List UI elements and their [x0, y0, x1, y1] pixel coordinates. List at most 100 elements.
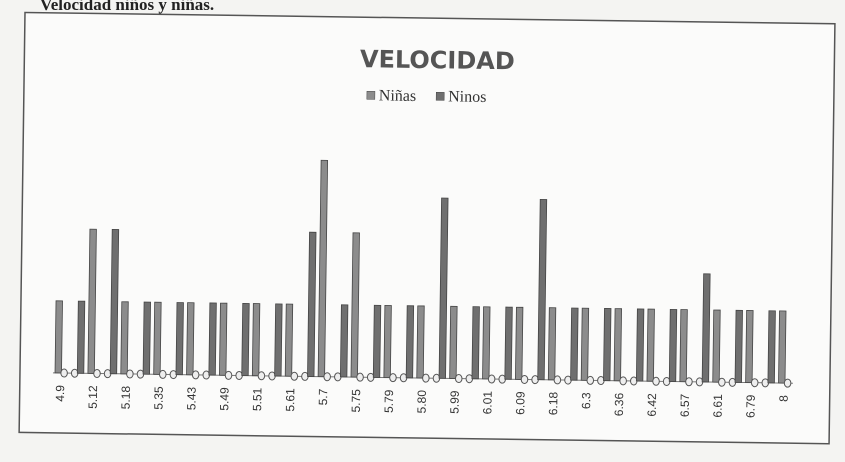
bar	[783, 378, 792, 388]
bar	[515, 306, 524, 380]
bar	[350, 232, 360, 378]
bar	[580, 307, 590, 381]
legend-swatch	[366, 90, 376, 100]
bar	[383, 304, 392, 379]
bar	[416, 305, 425, 379]
bar	[126, 369, 134, 379]
x-tick-label: 5.80	[415, 390, 429, 414]
x-tick-label: 5.35	[152, 386, 166, 410]
x-tick-label: 5.79	[382, 389, 396, 413]
bar	[679, 309, 688, 383]
bar	[504, 306, 513, 380]
x-tick-label: 6.09	[513, 391, 527, 415]
legend-swatch	[435, 91, 445, 101]
bar	[778, 310, 787, 384]
bar	[339, 304, 349, 378]
bar	[520, 374, 529, 384]
bar	[471, 306, 480, 380]
chart-title: VELOCIDAD	[360, 45, 515, 75]
x-tick-label: 5.75	[349, 389, 363, 413]
x-tick-label: 6.18	[546, 391, 560, 415]
bar	[603, 308, 612, 382]
x-tick-label: 5.99	[447, 390, 461, 414]
bar	[241, 303, 250, 377]
bar	[586, 375, 595, 385]
bar	[251, 303, 261, 377]
x-tick-label: 5.61	[283, 388, 297, 412]
bar	[284, 303, 294, 377]
bar	[54, 300, 63, 374]
legend-label: Niñas	[379, 87, 417, 105]
bar	[307, 231, 317, 377]
caption: Velocidad niños y niñas.	[40, 0, 214, 14]
bar	[93, 369, 101, 379]
bar	[553, 375, 562, 385]
x-tick-label: 6.57	[678, 393, 692, 417]
x-tick-label: 6.61	[711, 394, 725, 418]
x-tick-label: 8	[777, 395, 791, 402]
bar	[449, 305, 458, 379]
x-tick-label: 6.42	[645, 393, 659, 417]
bar	[613, 308, 622, 382]
bar	[120, 301, 129, 375]
bar	[372, 304, 382, 378]
bar	[422, 373, 430, 383]
bar	[87, 228, 97, 374]
bar	[619, 376, 627, 386]
chart-frame-group: VELOCIDAD Niñas Ninos 4.9 5.12 5.18 5.35 5.43 5…	[18, 11, 836, 445]
bar	[767, 310, 776, 384]
x-tick-label: 5.18	[119, 385, 133, 409]
bar	[646, 308, 655, 382]
bar	[323, 372, 331, 382]
bar	[76, 300, 86, 374]
bar	[734, 309, 743, 383]
bar	[652, 376, 660, 386]
bar	[219, 302, 228, 376]
x-tick-label: 4.9	[53, 385, 67, 402]
legend-label: Ninos	[448, 88, 486, 106]
bar	[191, 370, 200, 380]
bar	[668, 308, 678, 382]
bar	[274, 303, 283, 377]
bar	[356, 372, 364, 382]
bar	[454, 374, 463, 384]
bar	[745, 310, 754, 384]
x-tick-label: 6.36	[612, 392, 626, 416]
x-tick-label: 6.79	[743, 394, 757, 418]
bar	[547, 307, 557, 381]
bar	[685, 377, 693, 387]
bar	[317, 159, 329, 378]
bar	[537, 198, 548, 381]
bar	[109, 229, 120, 375]
bar	[482, 306, 491, 380]
plot: Niñas Ninos 4.9 5.12 5.18 5.35 5.43 5.49 5.51 5.6…	[52, 87, 793, 418]
bar	[208, 302, 217, 376]
bar	[257, 371, 266, 381]
bar	[712, 309, 721, 383]
bar	[186, 302, 195, 376]
bar	[142, 301, 151, 375]
x-tick-label: 5.49	[217, 387, 231, 411]
bar	[487, 374, 496, 384]
x-tick-label: 6.3	[579, 392, 593, 409]
bar	[405, 305, 415, 379]
bar	[224, 370, 233, 380]
x-tick-label: 5.7	[316, 388, 330, 405]
bar	[159, 369, 167, 379]
bar	[635, 308, 645, 382]
x-tick-label: 5.43	[184, 386, 198, 410]
bar	[701, 273, 711, 383]
x-tick-label: 5.51	[250, 387, 264, 411]
x-tick-label: 6.01	[480, 391, 494, 415]
bar	[570, 307, 579, 381]
bar	[750, 378, 759, 388]
bar	[438, 197, 449, 379]
bar	[175, 302, 184, 376]
bar	[153, 301, 162, 375]
x-tick-label: 5.12	[86, 385, 100, 409]
bar	[718, 377, 726, 387]
bar	[290, 371, 299, 381]
bar	[389, 373, 397, 383]
